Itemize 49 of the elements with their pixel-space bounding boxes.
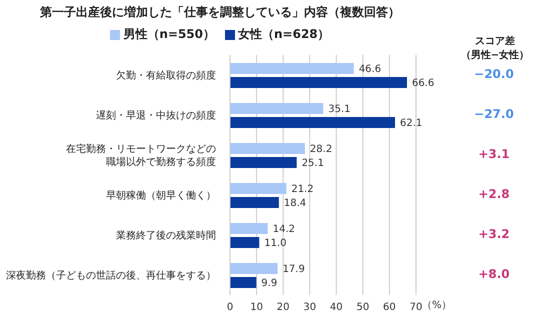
x-tick-label: 20 — [276, 302, 290, 314]
x-tick-label: 30 — [303, 302, 316, 314]
data-label: 18.4 — [284, 198, 306, 210]
text: −20.0 — [473, 67, 515, 81]
data-label: 28.2 — [310, 144, 332, 156]
text: +8.0 — [477, 267, 511, 281]
bar — [230, 223, 268, 234]
data-label: 11.0 — [264, 238, 286, 250]
text: +3.2 — [477, 227, 511, 241]
x-tick-label: 10 — [250, 302, 263, 314]
bar — [230, 197, 279, 208]
chart-title: 第一子出産後に増加した「仕事を調整している」内容（複数回答） — [39, 4, 401, 21]
bar — [230, 77, 407, 88]
data-label: 21.2 — [291, 184, 314, 196]
bar — [230, 237, 260, 248]
bar — [230, 277, 256, 288]
data-label: 35.1 — [328, 104, 351, 116]
legend-label: 女性（n=628） — [237, 26, 330, 43]
y-tick-label: 業務終了後の残業時間 — [116, 230, 216, 242]
bar — [230, 117, 396, 128]
bar — [230, 63, 354, 74]
data-label: 46.6 — [358, 64, 382, 76]
x-axis-title: （%） — [422, 299, 452, 312]
y-tick-label: 遅刻・早退・中抜けの頻度 — [96, 110, 216, 122]
data-label: 17.9 — [282, 264, 305, 276]
bar — [230, 143, 305, 154]
data-label: 66.6 — [412, 78, 434, 90]
y-tick-label: 深夜勤務（子どもの世話の後、再仕事をする） — [6, 270, 216, 282]
bar — [230, 183, 286, 194]
x-tick-label: 70 — [410, 302, 422, 314]
data-label: 62.1 — [400, 118, 422, 130]
x-tick-label: 0 — [226, 302, 234, 314]
data-label: 14.2 — [272, 224, 295, 236]
text: +3.1 — [477, 147, 511, 161]
y-tick-label: 欠勤・有給取得の頻度 — [116, 70, 216, 82]
data-label: 25.1 — [302, 158, 324, 170]
y-tick-label: 在宅勤務・リモートワークなどの職場以外で勤務する頻度 — [66, 143, 216, 168]
x-tick-label: 60 — [383, 302, 396, 314]
y-tick-label: 早朝稼働（朝早く働く） — [106, 190, 216, 202]
legend-label: 男性（n=550） — [122, 26, 215, 43]
bar — [230, 157, 297, 168]
x-tick-label: 50 — [356, 302, 370, 314]
text: +2.8 — [477, 187, 511, 201]
text: −27.0 — [473, 107, 515, 121]
bar — [230, 263, 278, 274]
x-tick-label: 40 — [330, 302, 343, 314]
bar — [230, 103, 324, 114]
data-label: 9.9 — [261, 278, 278, 290]
text: スコア差（男性−女性） — [460, 34, 530, 62]
